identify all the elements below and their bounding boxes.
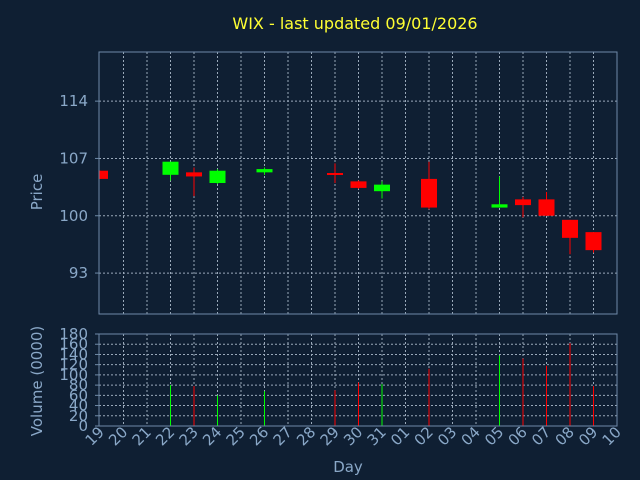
x-tick-label: 20 — [105, 423, 131, 449]
candle-body — [562, 219, 578, 238]
price-candles — [99, 161, 602, 255]
x-tick-label: 23 — [176, 423, 202, 449]
x-tick-label: 29 — [317, 423, 343, 449]
candle-06 — [515, 196, 531, 218]
x-tick-label: 03 — [434, 423, 460, 449]
price-y-tick-label: 100 — [59, 207, 88, 225]
candle-02 — [421, 161, 437, 210]
candle-body — [515, 199, 531, 206]
candle-body — [421, 178, 437, 208]
x-tick-label: 05 — [481, 423, 507, 449]
candle-body — [538, 199, 555, 216]
candle-23 — [186, 167, 202, 197]
x-ticks: 1920212223242526272829303101020304050607… — [82, 423, 625, 449]
candle-body — [374, 184, 390, 192]
candle-body — [256, 169, 273, 173]
x-tick-label: 01 — [387, 423, 413, 449]
x-tick-label: 27 — [270, 423, 296, 449]
candle-05 — [491, 176, 508, 208]
candle-26 — [256, 167, 273, 175]
candle-29 — [327, 163, 343, 183]
x-tick-label: 24 — [199, 423, 225, 449]
x-tick-label: 31 — [364, 423, 390, 449]
volume-axis-label: Volume (0000) — [28, 326, 46, 436]
x-tick-label: 26 — [246, 423, 272, 449]
candle-body — [186, 172, 202, 177]
price-plot-frame — [98, 51, 618, 315]
x-tick-label: 28 — [293, 423, 319, 449]
candle-31 — [374, 181, 390, 199]
candle-09 — [585, 232, 602, 253]
x-tick-label: 21 — [129, 423, 155, 449]
volume-plot-frame — [98, 333, 618, 427]
x-tick-label: 30 — [340, 423, 366, 449]
volume-y-tick-label: 20 — [69, 407, 88, 425]
volume-bars — [170, 343, 594, 426]
volume-y-tick-label: 60 — [69, 386, 88, 404]
price-y-tick-label: 93 — [69, 264, 88, 282]
candle-24 — [209, 169, 226, 184]
candle-body — [350, 181, 367, 188]
volume-y-tick-label: 180 — [59, 325, 88, 343]
x-tick-label: 25 — [223, 423, 249, 449]
volume-y-tick-label: 160 — [59, 335, 88, 353]
x-tick-label: 08 — [552, 423, 578, 449]
x-tick-label: 07 — [528, 423, 554, 449]
volume-y-tick-label: 120 — [59, 356, 88, 374]
candle-19 — [99, 170, 108, 179]
volume-y-tick-label: 100 — [59, 366, 88, 384]
candle-body — [162, 161, 179, 175]
candle-22 — [162, 161, 179, 181]
candle-30 — [350, 180, 367, 189]
price-axis-label: Price — [28, 174, 46, 211]
candle-body — [209, 170, 226, 183]
price-y-ticks: 93 100 107 114 — [59, 92, 99, 282]
chart-title: WIX - last updated 09/01/2026 — [232, 14, 477, 33]
x-tick-label: 02 — [411, 423, 437, 449]
candle-body — [327, 172, 343, 175]
candle-07 — [538, 192, 555, 216]
x-tick-label: 09 — [575, 423, 601, 449]
x-tick-label: 04 — [458, 423, 484, 449]
volume-y-tick-label: 40 — [69, 397, 88, 415]
x-axis-label: Day — [333, 458, 363, 476]
x-tick-label: 22 — [152, 423, 178, 449]
x-tick-label: 10 — [599, 423, 625, 449]
candle-body — [99, 170, 108, 179]
candle-08 — [562, 219, 578, 255]
candle-body — [585, 232, 602, 251]
x-tick-label: 06 — [505, 423, 531, 449]
volume-y-tick-label: 140 — [59, 345, 88, 363]
price-y-tick-label: 114 — [59, 92, 88, 110]
price-y-tick-label: 107 — [59, 149, 88, 167]
volume-y-tick-label: 0 — [78, 417, 88, 435]
candle-body — [491, 204, 508, 208]
volume-y-tick-label: 80 — [69, 376, 88, 394]
